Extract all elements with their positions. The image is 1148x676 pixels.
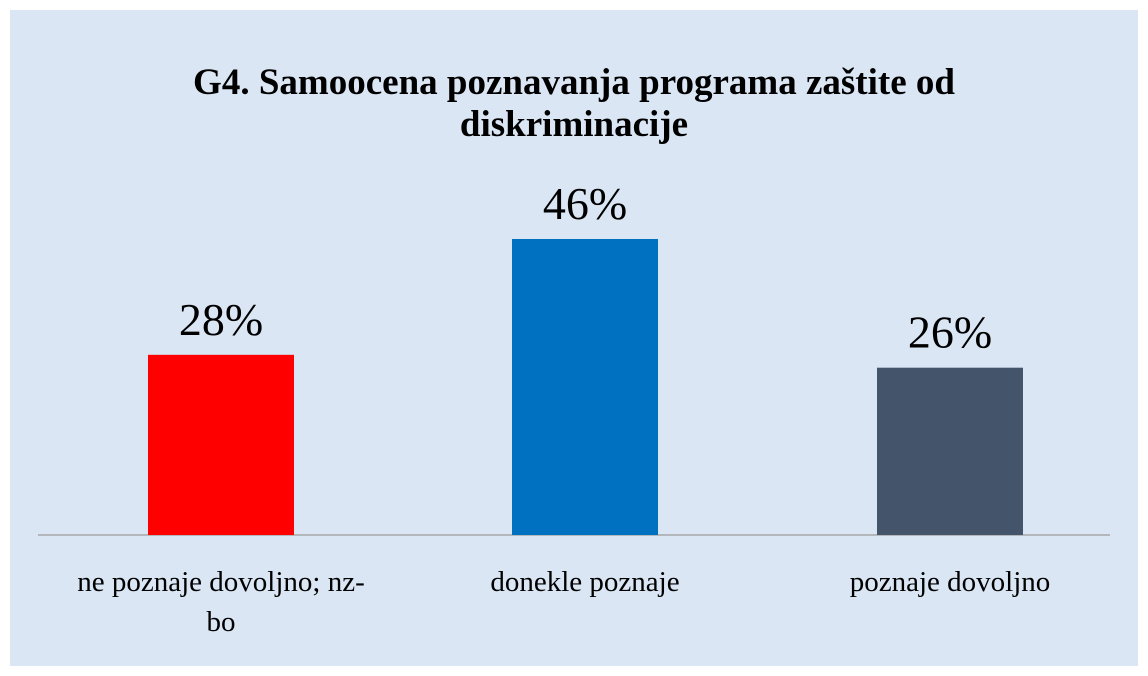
value-label: 28% — [179, 294, 263, 345]
chart-title: G4. Samoocena poznavanja programa zaštit… — [193, 62, 955, 145]
value-label: 26% — [908, 307, 992, 358]
value-label: 46% — [543, 178, 627, 229]
x-tick-label: poznaje dovoljno — [849, 566, 1051, 598]
x-tick-label: donekle poznaje — [490, 566, 680, 598]
bar — [512, 239, 658, 535]
bar — [148, 354, 294, 535]
bar — [877, 367, 1023, 535]
x-tick-label: ne poznaje dovoljno; nz-bo — [77, 566, 365, 638]
